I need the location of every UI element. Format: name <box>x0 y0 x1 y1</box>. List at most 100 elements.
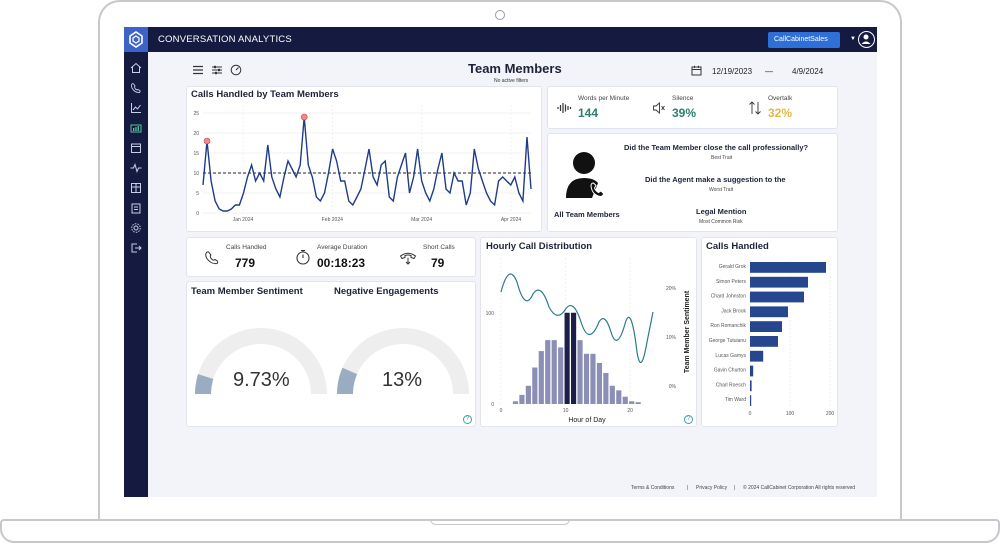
hour-bar <box>577 340 583 404</box>
date-separator: — <box>765 67 773 76</box>
hour-bar <box>616 390 622 404</box>
gauge-fill <box>195 374 214 395</box>
calls-handled-label: Calls Handled <box>226 244 267 251</box>
bar-category-label: Gerald Grok <box>719 264 747 270</box>
y2-axis-label: Team Member Sentiment <box>684 290 691 373</box>
filter-sliders-icon[interactable] <box>211 64 223 76</box>
member-bar <box>750 365 754 377</box>
laptop-base <box>0 519 1000 543</box>
y-tick-label: 20 <box>193 131 199 137</box>
y2-tick-label: 10% <box>666 335 677 341</box>
bar-category-label: Tim Ward <box>725 397 747 403</box>
help-icon[interactable]: ? <box>684 415 693 424</box>
settings-icon[interactable] <box>130 222 142 234</box>
best-trait-question: Did the Team Member close the call profe… <box>624 143 809 152</box>
y-tick-label: 0 <box>491 402 494 408</box>
calendar-icon[interactable] <box>691 65 702 76</box>
worst-trait-question: Did the Agent make a suggestion to the <box>645 175 786 184</box>
bar-category-label: Chard Johnston <box>711 294 747 300</box>
menu-icon[interactable] <box>192 64 204 76</box>
overtalk-label: Overtalk <box>768 95 793 102</box>
hourly-title: Hourly Call Distribution <box>486 241 593 252</box>
negative-title: Negative Engagements <box>334 286 439 297</box>
camera-icon <box>495 10 505 20</box>
user-avatar-icon[interactable] <box>858 31 875 48</box>
pulse-icon[interactable] <box>130 162 142 174</box>
hour-bar <box>590 353 596 404</box>
hour-bar <box>525 385 531 404</box>
x-tick-label: Feb 2024 <box>322 217 343 223</box>
x-tick-label: 100 <box>786 411 795 417</box>
calls-line-chart[interactable]: 0 5 10 15 20 25 Jan 2024 Feb 2024 Mar 2024 Apr 20… <box>187 101 543 231</box>
member-bar <box>750 350 764 362</box>
x-tick-label: Jan 2024 <box>233 217 254 223</box>
gauge-track <box>337 328 469 395</box>
x-tick-label: 200 <box>826 411 835 417</box>
date-from[interactable]: 12/19/2023 <box>712 67 753 76</box>
worst-trait-label: Worst Trait <box>709 187 734 193</box>
sentiment-card: Team Member Sentiment Negative Engagemen… <box>186 281 476 427</box>
risk-question: Legal Mention <box>696 207 747 216</box>
silence-value: 39% <box>672 106 697 120</box>
hour-bar <box>532 367 538 404</box>
hour-bar <box>558 347 564 404</box>
hour-bar <box>538 351 544 404</box>
hang-up-icon <box>399 252 417 265</box>
bar-category-label: Gavin Churton <box>714 368 746 374</box>
x-tick-label: 20 <box>627 408 633 414</box>
sentiment-title: Team Member Sentiment <box>191 286 303 297</box>
wpm-label: Words per Minute <box>578 95 630 102</box>
hour-bar <box>551 340 557 404</box>
bar-category-label: Ron Romanchik <box>710 323 746 329</box>
sentiment-line <box>500 273 654 363</box>
calls-handled-bar-chart[interactable]: 0 100 200 Gerald Grok Simon Peters Chard John… <box>702 252 839 428</box>
mute-icon <box>653 102 665 114</box>
chart-icon[interactable] <box>130 102 142 114</box>
member-bar <box>750 380 752 392</box>
overtalk-value: 32% <box>768 106 793 120</box>
clipboard-icon[interactable] <box>130 202 142 214</box>
team-label: All Team Members <box>554 210 620 219</box>
short-calls-label: Short Calls <box>423 244 455 251</box>
hour-bar <box>635 402 641 404</box>
avg-duration-label: Average Duration <box>317 244 368 251</box>
bar-category-label: Lucas Gamys <box>715 353 746 359</box>
x-tick-label: Apr 2024 <box>501 217 522 223</box>
app-screen: CONVERSATION ANALYTICS CallCabinetSales … <box>124 27 877 497</box>
chevron-down-icon[interactable]: ▼ <box>850 36 856 42</box>
page-title: Team Members <box>468 61 562 76</box>
calendar-icon[interactable] <box>130 142 142 154</box>
app-logo-icon[interactable] <box>124 27 148 52</box>
home-icon[interactable] <box>130 62 142 74</box>
hour-bar <box>512 401 519 404</box>
hourly-chart[interactable]: 0 10 20 0 100 0% 10% 20% Hour of Day Team Member … <box>481 252 698 428</box>
calls-handled-title: Calls Handled <box>706 241 769 252</box>
copyright-text: © 2024 CallCabinet Corporation All right… <box>743 485 856 491</box>
y2-tick-label: 0% <box>669 384 677 390</box>
negative-gauge[interactable] <box>333 322 473 398</box>
risk-label: Most Common Risk <box>699 219 743 225</box>
short-calls-value: 79 <box>431 256 445 270</box>
terms-link[interactable]: Terms & Conditions <box>631 485 675 491</box>
date-to[interactable]: 4/9/2024 <box>792 67 824 76</box>
hour-bar <box>629 401 635 404</box>
privacy-link[interactable]: Privacy Policy <box>696 485 728 491</box>
gauge-fill <box>337 367 358 395</box>
table-icon[interactable] <box>130 182 142 194</box>
footer-separator: | <box>687 485 689 491</box>
phone-icon <box>205 251 219 265</box>
speedometer-icon[interactable] <box>230 64 242 76</box>
help-icon[interactable]: ? <box>463 415 472 424</box>
avg-duration-value: 00:18:23 <box>317 256 366 270</box>
phone-icon[interactable] <box>130 82 142 94</box>
account-selector-button[interactable]: CallCabinetSales <box>768 32 840 48</box>
dashboard-icon[interactable] <box>130 122 142 134</box>
hour-bar <box>596 362 602 404</box>
y-tick-label: 25 <box>193 111 199 117</box>
member-bar <box>750 276 808 288</box>
stopwatch-icon <box>296 249 310 265</box>
member-bar <box>750 262 826 273</box>
logout-icon[interactable] <box>130 242 142 254</box>
sentiment-gauge[interactable] <box>191 322 331 398</box>
bar-category-label: Jack Brook <box>721 308 746 314</box>
